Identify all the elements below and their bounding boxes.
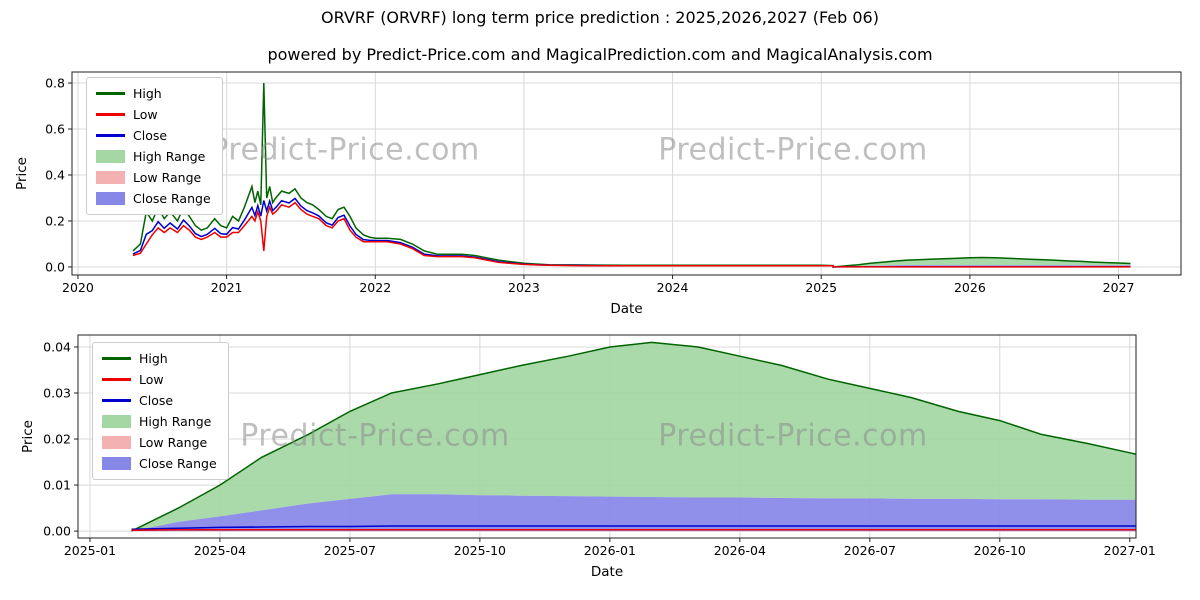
top-chart-legend: High Low Close High Range Low Range Clos… [86,77,223,215]
legend-label-close-range: Close Range [139,456,217,471]
watermark-text: Predict-Price.com [658,132,928,168]
legend-label-high: High [133,86,162,101]
high-range-patch-swatch [96,150,125,163]
high-line-swatch [96,92,125,95]
svg-text:2020: 2020 [62,280,94,295]
bottom-chart-legend: High Low Close High Range Low Range Clos… [92,342,229,480]
legend-label-low: Low [133,107,158,122]
legend-item-close-range: Close Range [96,189,211,208]
legend-label-close-range: Close Range [133,191,211,206]
svg-text:0.4: 0.4 [45,167,65,182]
legend-item-close: Close [102,391,217,410]
close-range-patch-swatch [102,457,131,470]
low-range-patch-swatch [96,171,125,184]
svg-text:2026-10: 2026-10 [974,543,1026,558]
legend-item-low-range: Low Range [102,433,217,452]
legend-label-high-range: High Range [139,414,212,429]
legend-item-low: Low [102,370,217,389]
svg-text:0.03: 0.03 [43,386,71,401]
close-line-swatch [102,399,131,402]
low-range-patch-swatch [102,436,131,449]
svg-text:0.04: 0.04 [43,339,71,354]
legend-label-low-range: Low Range [133,170,202,185]
svg-text:Price: Price [14,157,30,190]
svg-text:2027: 2027 [1103,280,1135,295]
svg-text:2027-01: 2027-01 [1104,543,1156,558]
svg-text:2022: 2022 [359,280,391,295]
svg-text:2025-10: 2025-10 [454,543,506,558]
chart-title: ORVRF (ORVRF) long term price prediction… [321,8,879,27]
close-line-swatch [96,134,125,137]
svg-text:2021: 2021 [211,280,243,295]
low-line-swatch [96,113,125,116]
svg-text:0.6: 0.6 [45,122,65,137]
svg-text:2023: 2023 [508,280,540,295]
watermark-text: Predict-Price.com [658,418,928,454]
svg-text:0.8: 0.8 [45,76,65,91]
legend-label-low: Low [139,372,164,387]
legend-item-close: Close [96,126,211,145]
svg-text:2025-04: 2025-04 [194,543,246,558]
high-line-swatch [102,357,131,360]
legend-item-low: Low [96,105,211,124]
legend-item-close-range: Close Range [102,454,217,473]
svg-text:0.2: 0.2 [45,213,65,228]
close-range-patch-swatch [96,192,125,205]
watermark-text: Predict-Price.com [240,418,510,454]
legend-label-high: High [139,351,168,366]
legend-item-high: High [102,349,217,368]
legend-item-low-range: Low Range [96,168,211,187]
low-line-swatch [102,378,131,381]
svg-text:Date: Date [610,301,642,317]
svg-text:Price: Price [20,420,36,453]
svg-text:2025-01: 2025-01 [64,543,116,558]
svg-text:0.01: 0.01 [43,478,71,493]
svg-text:0.00: 0.00 [43,524,71,539]
svg-text:2026: 2026 [954,280,986,295]
svg-text:2025-07: 2025-07 [324,543,376,558]
svg-text:0.0: 0.0 [45,259,65,274]
svg-text:2026-01: 2026-01 [584,543,636,558]
svg-text:2025: 2025 [805,280,837,295]
legend-item-high-range: High Range [102,412,217,431]
legend-item-high-range: High Range [96,147,211,166]
legend-label-close: Close [139,393,174,408]
bottom-forecast-chart: 2025-01 2025-04 2025-07 2025-10 2026-01 2026-… [20,334,1156,580]
chart-subtitle: powered by Predict-Price.com and Magical… [267,45,933,64]
watermark-text: Predict-Price.com [210,132,480,168]
svg-text:2026-04: 2026-04 [714,543,766,558]
svg-text:0.02: 0.02 [43,432,71,447]
high-range-patch-swatch [102,415,131,428]
svg-text:2024: 2024 [657,280,689,295]
legend-item-high: High [96,84,211,103]
top-price-chart: 2020 2021 2022 2023 2024 2025 2026 2027 0.0 0.2 0.… [14,71,1182,317]
legend-label-high-range: High Range [133,149,206,164]
svg-text:Date: Date [591,564,623,580]
legend-label-close: Close [133,128,168,143]
legend-label-low-range: Low Range [139,435,208,450]
svg-text:2026-07: 2026-07 [844,543,896,558]
